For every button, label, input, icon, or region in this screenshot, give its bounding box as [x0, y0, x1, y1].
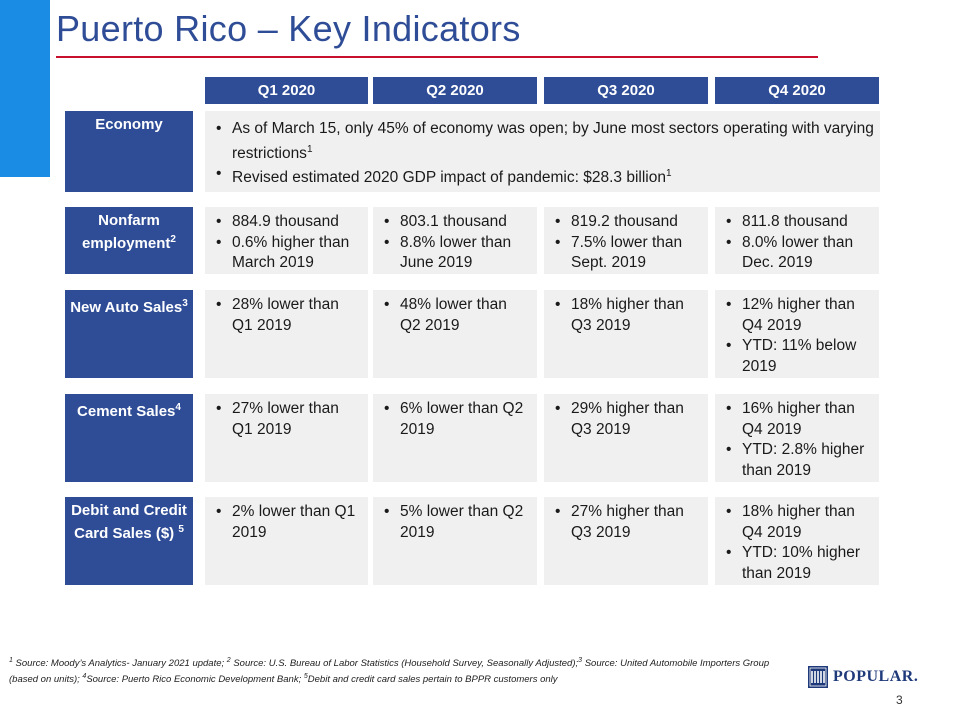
row-label-text: Economy	[95, 116, 163, 133]
page-title: Puerto Rico – Key Indicators	[56, 8, 521, 49]
list-item: As of March 15, only 45% of economy was …	[216, 119, 874, 164]
nonfarm-q4-cell: 811.8 thousand 8.0% lower than Dec. 2019	[715, 207, 879, 274]
list-item: YTD: 2.8% higher than 2019	[726, 440, 873, 481]
list-item: 12% higher than Q4 2019	[726, 295, 873, 336]
nonfarm-q3-cell: 819.2 thousand 7.5% lower than Sept. 201…	[544, 207, 708, 274]
row-label-text: Nonfarm employment	[82, 212, 171, 252]
list-item: 819.2 thousand	[555, 212, 702, 233]
accent-bar	[0, 0, 50, 177]
list-item: 2% lower than Q1 2019	[216, 502, 362, 543]
list-item: 28% lower than Q1 2019	[216, 295, 362, 336]
list-item: 8.8% lower than June 2019	[384, 233, 531, 274]
list-item: YTD: 11% below 2019	[726, 336, 873, 377]
list-item: Revised estimated 2020 GDP impact of pan…	[216, 164, 874, 189]
list-item: 16% higher than Q4 2019	[726, 399, 873, 440]
row-label-auto: New Auto Sales3	[65, 290, 193, 378]
cards-q3-cell: 27% higher than Q3 2019	[544, 497, 708, 585]
cement-q1-cell: 27% lower than Q1 2019	[205, 394, 368, 482]
row-label-cards: Debit and Credit Card Sales ($) 5	[65, 497, 193, 585]
list-item: 7.5% lower than Sept. 2019	[555, 233, 702, 274]
list-item: 27% lower than Q1 2019	[216, 399, 362, 440]
row-label-text: Debit and Credit Card Sales ($)	[71, 502, 187, 542]
quarter-header-q2: Q2 2020	[373, 77, 537, 104]
auto-q4-cell: 12% higher than Q4 2019 YTD: 11% below 2…	[715, 290, 879, 378]
list-item: 803.1 thousand	[384, 212, 531, 233]
page-number: 3	[896, 693, 903, 707]
row-label-text: New Auto Sales	[70, 299, 183, 316]
auto-q1-cell: 28% lower than Q1 2019	[205, 290, 368, 378]
list-item: 8.0% lower than Dec. 2019	[726, 233, 873, 274]
cards-q1-cell: 2% lower than Q1 2019	[205, 497, 368, 585]
list-item: 29% higher than Q3 2019	[555, 399, 702, 440]
row-label-nonfarm: Nonfarm employment2	[65, 207, 193, 274]
list-item: YTD: 10% higher than 2019	[726, 543, 873, 584]
cement-q2-cell: 6% lower than Q2 2019	[373, 394, 537, 482]
popular-logo-icon	[808, 666, 828, 688]
popular-logo: POPULAR.	[808, 664, 918, 690]
quarter-header-q4: Q4 2020	[715, 77, 879, 104]
list-item: 811.8 thousand	[726, 212, 873, 233]
nonfarm-q1-cell: 884.9 thousand 0.6% higher than March 20…	[205, 207, 368, 274]
list-item: 18% higher than Q3 2019	[555, 295, 702, 336]
quarter-header-q3: Q3 2020	[544, 77, 708, 104]
quarter-header-q1: Q1 2020	[205, 77, 368, 104]
row-label-text: Cement Sales	[77, 403, 176, 420]
row-label-cement: Cement Sales4	[65, 394, 193, 482]
list-item: 27% higher than Q3 2019	[555, 502, 702, 543]
cement-q4-cell: 16% higher than Q4 2019 YTD: 2.8% higher…	[715, 394, 879, 482]
cards-q2-cell: 5% lower than Q2 2019	[373, 497, 537, 585]
row-label-economy: Economy	[65, 111, 193, 192]
economy-cell: As of March 15, only 45% of economy was …	[205, 111, 880, 192]
cards-q4-cell: 18% higher than Q4 2019 YTD: 10% higher …	[715, 497, 879, 585]
list-item: 18% higher than Q4 2019	[726, 502, 873, 543]
logo-wordmark: POPULAR.	[833, 668, 919, 685]
list-item: 48% lower than Q2 2019	[384, 295, 531, 336]
source-footnote: 1 Source: Moody’s Analytics- January 202…	[9, 657, 770, 686]
list-item: 6% lower than Q2 2019	[384, 399, 531, 440]
list-item: 0.6% higher than March 2019	[216, 233, 362, 274]
list-item: 884.9 thousand	[216, 212, 362, 233]
list-item: 5% lower than Q2 2019	[384, 502, 531, 543]
nonfarm-q2-cell: 803.1 thousand 8.8% lower than June 2019	[373, 207, 537, 274]
auto-q3-cell: 18% higher than Q3 2019	[544, 290, 708, 378]
title-underline	[56, 56, 818, 58]
auto-q2-cell: 48% lower than Q2 2019	[373, 290, 537, 378]
cement-q3-cell: 29% higher than Q3 2019	[544, 394, 708, 482]
